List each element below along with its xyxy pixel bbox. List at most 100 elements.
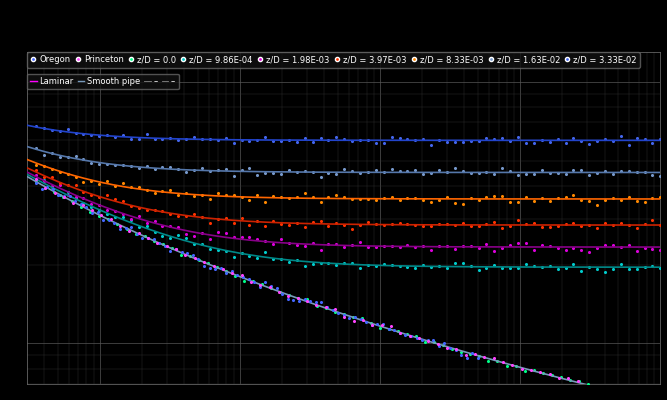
Point bbox=[631, 225, 642, 232]
Point bbox=[141, 187, 152, 194]
Point bbox=[260, 222, 271, 229]
Point bbox=[568, 245, 579, 251]
Point bbox=[315, 174, 326, 180]
Point bbox=[458, 219, 468, 226]
Point bbox=[205, 246, 215, 252]
Point bbox=[58, 193, 69, 200]
Point bbox=[592, 225, 602, 231]
Point bbox=[616, 196, 626, 203]
Point bbox=[370, 220, 381, 227]
Point bbox=[564, 376, 575, 383]
Point bbox=[215, 265, 226, 272]
Point bbox=[77, 202, 88, 208]
Point bbox=[154, 240, 165, 246]
Point bbox=[481, 169, 492, 176]
Point bbox=[228, 234, 239, 240]
Point bbox=[434, 197, 444, 203]
Point bbox=[167, 245, 177, 252]
Point bbox=[528, 220, 539, 226]
Point bbox=[458, 139, 468, 146]
Point bbox=[544, 139, 555, 145]
Point bbox=[232, 272, 243, 278]
Point bbox=[568, 135, 579, 142]
Point bbox=[205, 168, 215, 174]
Point bbox=[363, 169, 374, 176]
Point bbox=[39, 163, 49, 169]
Point bbox=[283, 137, 294, 143]
Point bbox=[31, 167, 41, 173]
Point bbox=[199, 262, 209, 269]
Point bbox=[584, 263, 594, 270]
Point bbox=[157, 240, 168, 247]
Point bbox=[462, 354, 472, 361]
Point bbox=[133, 205, 144, 211]
Point bbox=[260, 238, 271, 244]
Point bbox=[466, 223, 476, 229]
Point bbox=[639, 244, 650, 251]
Point bbox=[402, 264, 413, 270]
Point bbox=[339, 260, 350, 266]
Point bbox=[631, 169, 642, 175]
Point bbox=[149, 218, 160, 224]
Point bbox=[157, 164, 168, 171]
Point bbox=[189, 193, 199, 199]
Point bbox=[473, 355, 484, 361]
Point bbox=[141, 222, 152, 229]
Point bbox=[568, 220, 579, 226]
Point bbox=[197, 165, 207, 172]
Point bbox=[526, 367, 536, 373]
Point bbox=[338, 312, 349, 318]
Point bbox=[307, 260, 318, 267]
Point bbox=[173, 137, 183, 143]
Point bbox=[293, 298, 304, 304]
Point bbox=[592, 245, 602, 251]
Point bbox=[124, 228, 135, 234]
Point bbox=[31, 177, 41, 183]
Point bbox=[220, 248, 231, 254]
Point bbox=[410, 194, 421, 201]
Point bbox=[260, 170, 271, 176]
Point bbox=[185, 253, 195, 260]
Point bbox=[157, 232, 168, 239]
Point bbox=[320, 304, 331, 310]
Point bbox=[221, 268, 231, 274]
Point bbox=[535, 368, 546, 375]
Point bbox=[458, 242, 468, 249]
Point bbox=[149, 190, 160, 196]
Point bbox=[299, 134, 310, 141]
Point bbox=[394, 244, 405, 250]
Point bbox=[513, 172, 524, 178]
Point bbox=[363, 196, 374, 202]
Point bbox=[203, 260, 213, 267]
Point bbox=[411, 333, 422, 339]
Point bbox=[576, 167, 587, 174]
Point bbox=[450, 200, 460, 206]
Point bbox=[292, 295, 303, 302]
Point bbox=[339, 194, 350, 200]
Point bbox=[366, 322, 377, 328]
Point bbox=[55, 181, 65, 188]
Point bbox=[628, 392, 638, 398]
Point bbox=[513, 217, 524, 223]
Point bbox=[323, 223, 334, 230]
Point bbox=[386, 261, 397, 268]
Point bbox=[283, 258, 294, 265]
Point bbox=[608, 242, 618, 248]
Point bbox=[474, 353, 485, 359]
Point bbox=[576, 196, 587, 203]
Point bbox=[347, 168, 358, 174]
Point bbox=[252, 255, 263, 261]
Point bbox=[474, 245, 484, 251]
Point bbox=[363, 262, 374, 268]
Point bbox=[149, 166, 160, 172]
Point bbox=[117, 132, 128, 139]
Point bbox=[521, 194, 532, 200]
Point bbox=[552, 266, 563, 272]
Point bbox=[161, 242, 172, 249]
Point bbox=[213, 190, 223, 196]
Point bbox=[173, 166, 183, 172]
Point bbox=[189, 211, 199, 217]
Point bbox=[393, 328, 404, 334]
Point bbox=[55, 128, 65, 134]
Point bbox=[450, 164, 460, 171]
